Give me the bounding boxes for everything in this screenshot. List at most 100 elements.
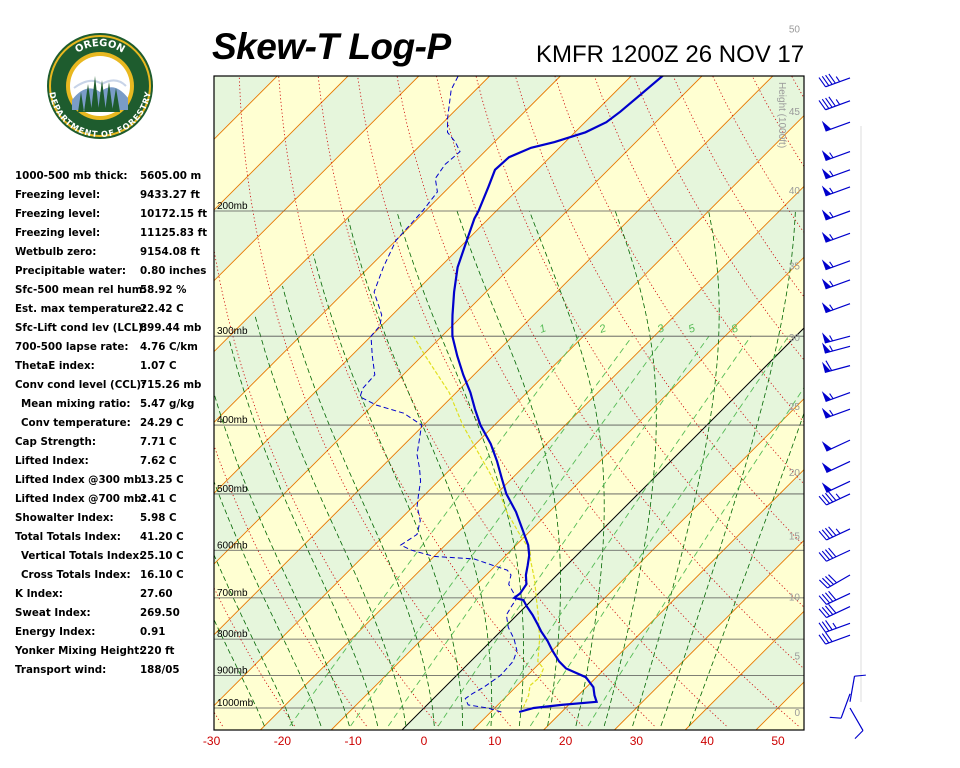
wind-barb-staff bbox=[826, 606, 851, 619]
station-time: KMFR 1200Z 26 NOV 17 bbox=[536, 41, 805, 68]
dry-adiabat bbox=[936, 0, 960, 726]
wind-barb-half bbox=[829, 393, 834, 399]
temperature-trace bbox=[451, 76, 665, 714]
index-value: 5605.00 m bbox=[140, 170, 202, 182]
mixing-ratio-label: 1 bbox=[538, 322, 548, 335]
wind-barb bbox=[818, 632, 851, 645]
wind-barb-pennant bbox=[821, 209, 832, 220]
index-label: Yonker Mixing Height: bbox=[15, 645, 144, 657]
isotherm bbox=[684, 610, 804, 730]
index-label: K Index: bbox=[15, 588, 63, 600]
wind-barb bbox=[822, 342, 851, 354]
dry-adiabat bbox=[826, 0, 960, 726]
temperature-tick-label: -10 bbox=[345, 734, 363, 748]
temperature-tick-label: 40 bbox=[701, 734, 715, 748]
wind-barb-staff bbox=[826, 549, 851, 562]
moist-adiabat bbox=[214, 480, 322, 727]
wind-barb-pennant bbox=[821, 302, 832, 313]
wind-barb-staff bbox=[825, 186, 851, 197]
height-tick-label: 45 bbox=[789, 107, 801, 118]
wind-barbs bbox=[818, 73, 866, 740]
wind-barb bbox=[821, 302, 851, 314]
wind-barb-half bbox=[829, 409, 834, 416]
isotherm bbox=[614, 539, 804, 730]
index-value: 27.60 bbox=[140, 588, 173, 600]
moist-adiabat bbox=[660, 210, 796, 727]
wind-barb-staff bbox=[840, 693, 851, 719]
wind-barb-full bbox=[824, 527, 834, 538]
isotherm bbox=[827, 76, 960, 730]
moist-adiabat bbox=[603, 210, 657, 727]
wind-barb-full bbox=[828, 590, 837, 601]
pressure-label: 1000mb bbox=[217, 698, 254, 709]
mixing-ratio-line bbox=[486, 335, 752, 727]
wind-barb bbox=[822, 332, 851, 344]
wind-barb-half bbox=[829, 261, 834, 268]
index-value: 13.25 C bbox=[140, 474, 184, 486]
wind-barb-pennant bbox=[822, 342, 831, 354]
isotherm bbox=[214, 76, 420, 282]
wind-barb-full bbox=[854, 730, 864, 740]
index-value: 4.76 C/km bbox=[140, 341, 198, 353]
chart-title: Skew-T Log-P bbox=[212, 26, 451, 67]
wind-barb-full bbox=[825, 632, 833, 643]
wind-barb-full bbox=[825, 620, 833, 631]
wind-barb bbox=[821, 168, 851, 180]
wind-barb-pennant bbox=[821, 120, 832, 132]
index-value: 41.20 C bbox=[140, 531, 184, 543]
wind-barb-half bbox=[835, 528, 841, 534]
isotherm bbox=[330, 256, 804, 730]
wind-barb-pennant bbox=[821, 168, 832, 179]
wind-barb-full bbox=[828, 547, 837, 558]
isotherm bbox=[214, 76, 349, 211]
wind-barb-full bbox=[825, 74, 833, 85]
wind-barb bbox=[818, 620, 851, 633]
mixing-ratio-line bbox=[387, 335, 666, 727]
dry-adiabat bbox=[900, 0, 960, 726]
index-label: Precipitable water: bbox=[15, 265, 127, 277]
wind-barb-full bbox=[818, 608, 827, 618]
wind-barb-half bbox=[835, 99, 841, 105]
wind-barb-staff bbox=[826, 592, 851, 605]
isotherm bbox=[214, 76, 490, 353]
wind-barb-half bbox=[829, 152, 834, 159]
wind-barb-full bbox=[818, 552, 827, 562]
pressure-label: 300mb bbox=[217, 326, 248, 337]
height-tick-label: 25 bbox=[789, 402, 801, 413]
mixing-ratio-label: 5 bbox=[687, 322, 698, 336]
index-label: Sfc-500 mean rel hum: bbox=[15, 284, 147, 296]
isotherm bbox=[214, 114, 804, 707]
moist-adiabat bbox=[282, 285, 435, 727]
wind-barb-full bbox=[824, 605, 834, 615]
height-tick-label: 5 bbox=[794, 651, 800, 662]
index-value: 715.26 mb bbox=[140, 379, 202, 391]
wind-barb bbox=[818, 73, 851, 88]
wind-barb-pennant bbox=[821, 482, 832, 493]
index-label: Energy Index: bbox=[15, 626, 96, 638]
wind-barb-full bbox=[821, 529, 831, 539]
index-value: 5.98 C bbox=[140, 512, 177, 524]
temperature-tick-label: 30 bbox=[630, 734, 644, 748]
wind-barb-half bbox=[829, 345, 834, 352]
index-label: Freezing level: bbox=[15, 227, 101, 239]
wind-barb-full bbox=[828, 96, 836, 107]
wind-barb bbox=[821, 480, 851, 493]
index-label: Cross Totals Index: bbox=[21, 569, 131, 581]
isotherm bbox=[0, 76, 206, 730]
wind-barb-full bbox=[824, 592, 834, 602]
wind-barb-full bbox=[824, 492, 834, 503]
wind-barb bbox=[821, 259, 851, 271]
index-label: Lifted Index @700 mb: bbox=[15, 493, 146, 505]
wind-barb-full bbox=[828, 574, 837, 584]
mixing-ratio-line bbox=[529, 335, 789, 727]
wind-barb-half bbox=[835, 76, 841, 83]
wind-barb bbox=[829, 693, 851, 719]
dry-adiabat bbox=[317, 76, 655, 727]
wind-barb-full bbox=[825, 576, 834, 585]
moist-adiabat bbox=[229, 341, 379, 727]
wind-barb-pennant bbox=[822, 361, 831, 373]
index-label: Mean mixing ratio: bbox=[21, 398, 131, 410]
zero-isotherm bbox=[401, 327, 804, 730]
isotherm bbox=[214, 76, 774, 636]
index-value: 7.71 C bbox=[140, 436, 177, 448]
